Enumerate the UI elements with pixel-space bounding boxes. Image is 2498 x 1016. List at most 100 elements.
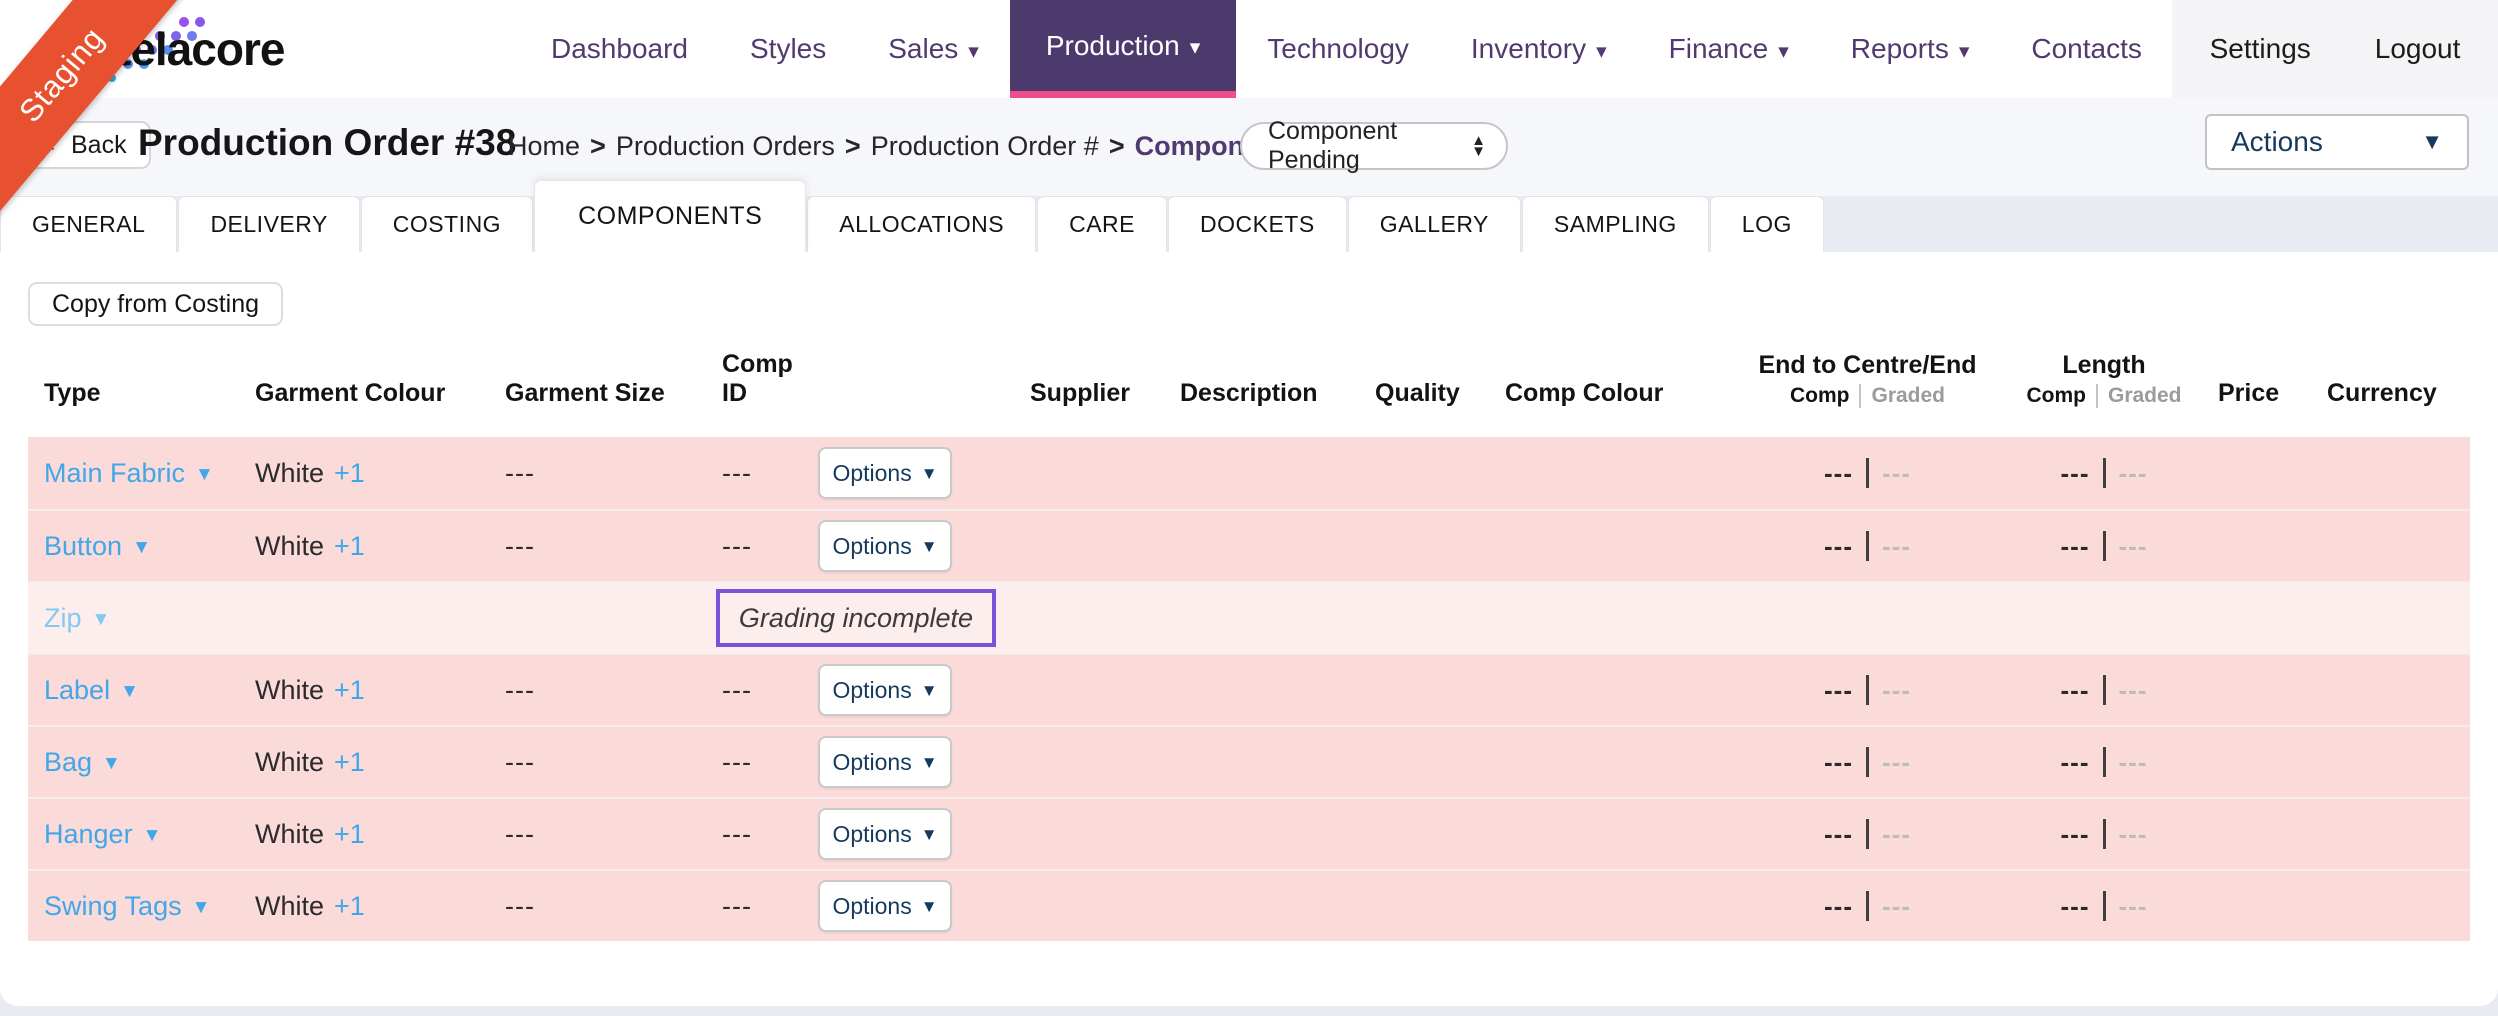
- chevron-down-icon: ▾: [1958, 39, 1970, 63]
- page-header: ← Back Production Order #38 Home > Produ…: [0, 98, 2498, 196]
- end-to-centre-cell: --- ---: [1824, 530, 1911, 561]
- chevron-down-icon: ▼: [142, 824, 162, 846]
- tab-delivery[interactable]: DELIVERY: [178, 196, 360, 252]
- component-type-link[interactable]: Button ▼: [44, 530, 151, 561]
- options-dropdown-button[interactable]: Options ▼: [818, 520, 952, 572]
- comp-id-cell: ---: [722, 530, 752, 561]
- component-type-link[interactable]: Swing Tags ▼: [44, 890, 211, 921]
- table-row: Hanger ▼ White +1 --- --- Options ▼ --- …: [28, 797, 2470, 869]
- comp-id-cell: ---: [722, 746, 752, 777]
- chevron-down-icon: ▼: [132, 536, 151, 558]
- options-dropdown-button[interactable]: Options ▼: [818, 808, 952, 860]
- page-title: Production Order #38: [138, 122, 517, 163]
- col-header-garment-colour: Garment Colour: [255, 379, 446, 407]
- component-type-link[interactable]: Bag ▼: [44, 746, 121, 777]
- col-header-comp-colour: Comp Colour: [1505, 379, 1664, 407]
- chevron-down-icon: ▼: [920, 753, 938, 772]
- tab-care[interactable]: CARE: [1037, 196, 1168, 252]
- settings-link[interactable]: Settings: [2209, 33, 2311, 64]
- more-colours-link[interactable]: +1: [334, 457, 365, 488]
- chevron-down-icon: ▾: [1189, 36, 1201, 59]
- chevron-down-icon: ▼: [195, 463, 214, 485]
- nav-item-reports[interactable]: Reports ▾: [1850, 33, 1970, 64]
- end-to-centre-cell: --- ---: [1824, 890, 1911, 921]
- chevron-down-icon: ▾: [1596, 39, 1607, 63]
- col-header-quality: Quality: [1375, 379, 1460, 407]
- tab-gallery[interactable]: GALLERY: [1347, 196, 1521, 252]
- tab-bar: GENERAL DELIVERY COSTING COMPONENTS ALLO…: [0, 180, 2498, 252]
- breadcrumb: Home > Production Orders > Production Or…: [508, 131, 1300, 161]
- table-row: Bag ▼ White +1 --- --- Options ▼ --- ---…: [28, 725, 2470, 797]
- garment-colour-cell: White +1: [255, 890, 365, 921]
- col-header-end-to-centre: End to Centre/End Comp Graded: [1758, 351, 1977, 408]
- tab-dockets[interactable]: DOCKETS: [1168, 196, 1347, 252]
- length-cell: --- ---: [2060, 674, 2148, 705]
- chevron-down-icon: ▼: [2421, 129, 2443, 154]
- tab-sampling[interactable]: SAMPLING: [1521, 196, 1709, 252]
- comp-id-cell: ---: [722, 674, 752, 705]
- col-header-price: Price: [2218, 379, 2280, 407]
- length-cell: --- ---: [2060, 818, 2148, 849]
- garment-size-cell: ---: [505, 674, 535, 705]
- nav-item-inventory[interactable]: Inventory ▾: [1470, 33, 1607, 64]
- component-type-link[interactable]: Hanger ▼: [44, 818, 162, 849]
- garment-colour-cell: White +1: [255, 818, 365, 849]
- table-row: Main Fabric ▼ White +1 --- --- Options ▼…: [28, 437, 2470, 509]
- nav-item-finance[interactable]: Finance ▾: [1668, 33, 1789, 64]
- component-type-link[interactable]: Zip ▼: [44, 602, 111, 633]
- component-type-link[interactable]: Main Fabric ▼: [44, 457, 214, 488]
- table-body: Main Fabric ▼ White +1 --- --- Options ▼…: [28, 437, 2470, 941]
- more-colours-link[interactable]: +1: [334, 818, 365, 849]
- nav-item-sales[interactable]: Sales ▾: [888, 33, 979, 64]
- end-to-centre-cell: --- ---: [1824, 746, 1911, 777]
- col-header-garment-size: Garment Size: [505, 379, 665, 407]
- nav-item-technology[interactable]: Technology: [1267, 33, 1409, 64]
- end-to-centre-cell: --- ---: [1824, 457, 1911, 488]
- garment-size-cell: ---: [505, 818, 535, 849]
- chevron-down-icon: ▾: [968, 39, 979, 63]
- grading-incomplete-badge: Grading incomplete: [716, 589, 996, 647]
- chevron-down-icon: ▾: [1778, 39, 1789, 63]
- chevron-down-icon: ▼: [920, 537, 938, 556]
- chevron-down-icon: ▼: [920, 681, 938, 700]
- nav-item-dashboard[interactable]: Dashboard: [551, 33, 688, 64]
- chevron-down-icon: ▼: [102, 752, 121, 774]
- more-colours-link[interactable]: +1: [334, 674, 365, 705]
- tab-costing[interactable]: COSTING: [360, 196, 534, 252]
- breadcrumb-production-orders[interactable]: Production Orders: [615, 131, 835, 161]
- component-type-link[interactable]: Label ▼: [44, 674, 139, 705]
- options-dropdown-button[interactable]: Options ▼: [818, 880, 952, 932]
- tab-log[interactable]: LOG: [1709, 196, 1824, 252]
- nav-item-contacts[interactable]: Contacts: [2031, 33, 2142, 64]
- components-panel: Copy from Costing Type Garment Colour Ga…: [0, 252, 2498, 1006]
- more-colours-link[interactable]: +1: [334, 746, 365, 777]
- col-header-description: Description: [1180, 379, 1318, 407]
- table-row: Swing Tags ▼ White +1 --- --- Options ▼ …: [28, 869, 2470, 941]
- col-header-type: Type: [44, 379, 101, 407]
- options-dropdown-button[interactable]: Options ▼: [818, 447, 952, 499]
- breadcrumb-production-order[interactable]: Production Order #: [870, 131, 1099, 161]
- end-to-centre-cell: --- ---: [1824, 674, 1911, 705]
- nav-item-production[interactable]: Production ▾: [1009, 0, 1237, 98]
- copy-from-costing-button[interactable]: Copy from Costing: [28, 282, 284, 326]
- options-dropdown-button[interactable]: Options ▼: [818, 664, 952, 716]
- actions-dropdown-button[interactable]: Actions ▼: [2205, 114, 2469, 170]
- nav-menu: Dashboard Styles Sales ▾ Production ▾ Tech…: [520, 0, 2173, 98]
- nav-item-styles[interactable]: Styles: [749, 33, 827, 64]
- component-status-value: Component Pending: [1268, 117, 1398, 174]
- select-stepper-icon: ▲ ▼: [1471, 132, 1486, 160]
- component-status-select[interactable]: Component Pending ▲ ▼: [1240, 117, 1508, 174]
- more-colours-link[interactable]: +1: [334, 530, 365, 561]
- more-colours-link[interactable]: +1: [334, 890, 365, 921]
- chevron-down-icon: ▼: [191, 896, 211, 918]
- comp-id-cell: ---: [722, 890, 752, 921]
- tab-general[interactable]: GENERAL: [0, 196, 178, 252]
- garment-colour-cell: White +1: [255, 746, 365, 777]
- breadcrumb-home[interactable]: Home: [508, 131, 581, 161]
- comp-id-cell: ---: [722, 457, 752, 488]
- tab-allocations[interactable]: ALLOCATIONS: [807, 196, 1037, 252]
- logout-link[interactable]: Logout: [2374, 33, 2461, 64]
- options-dropdown-button[interactable]: Options ▼: [818, 736, 952, 788]
- tab-components[interactable]: COMPONENTS: [534, 180, 807, 252]
